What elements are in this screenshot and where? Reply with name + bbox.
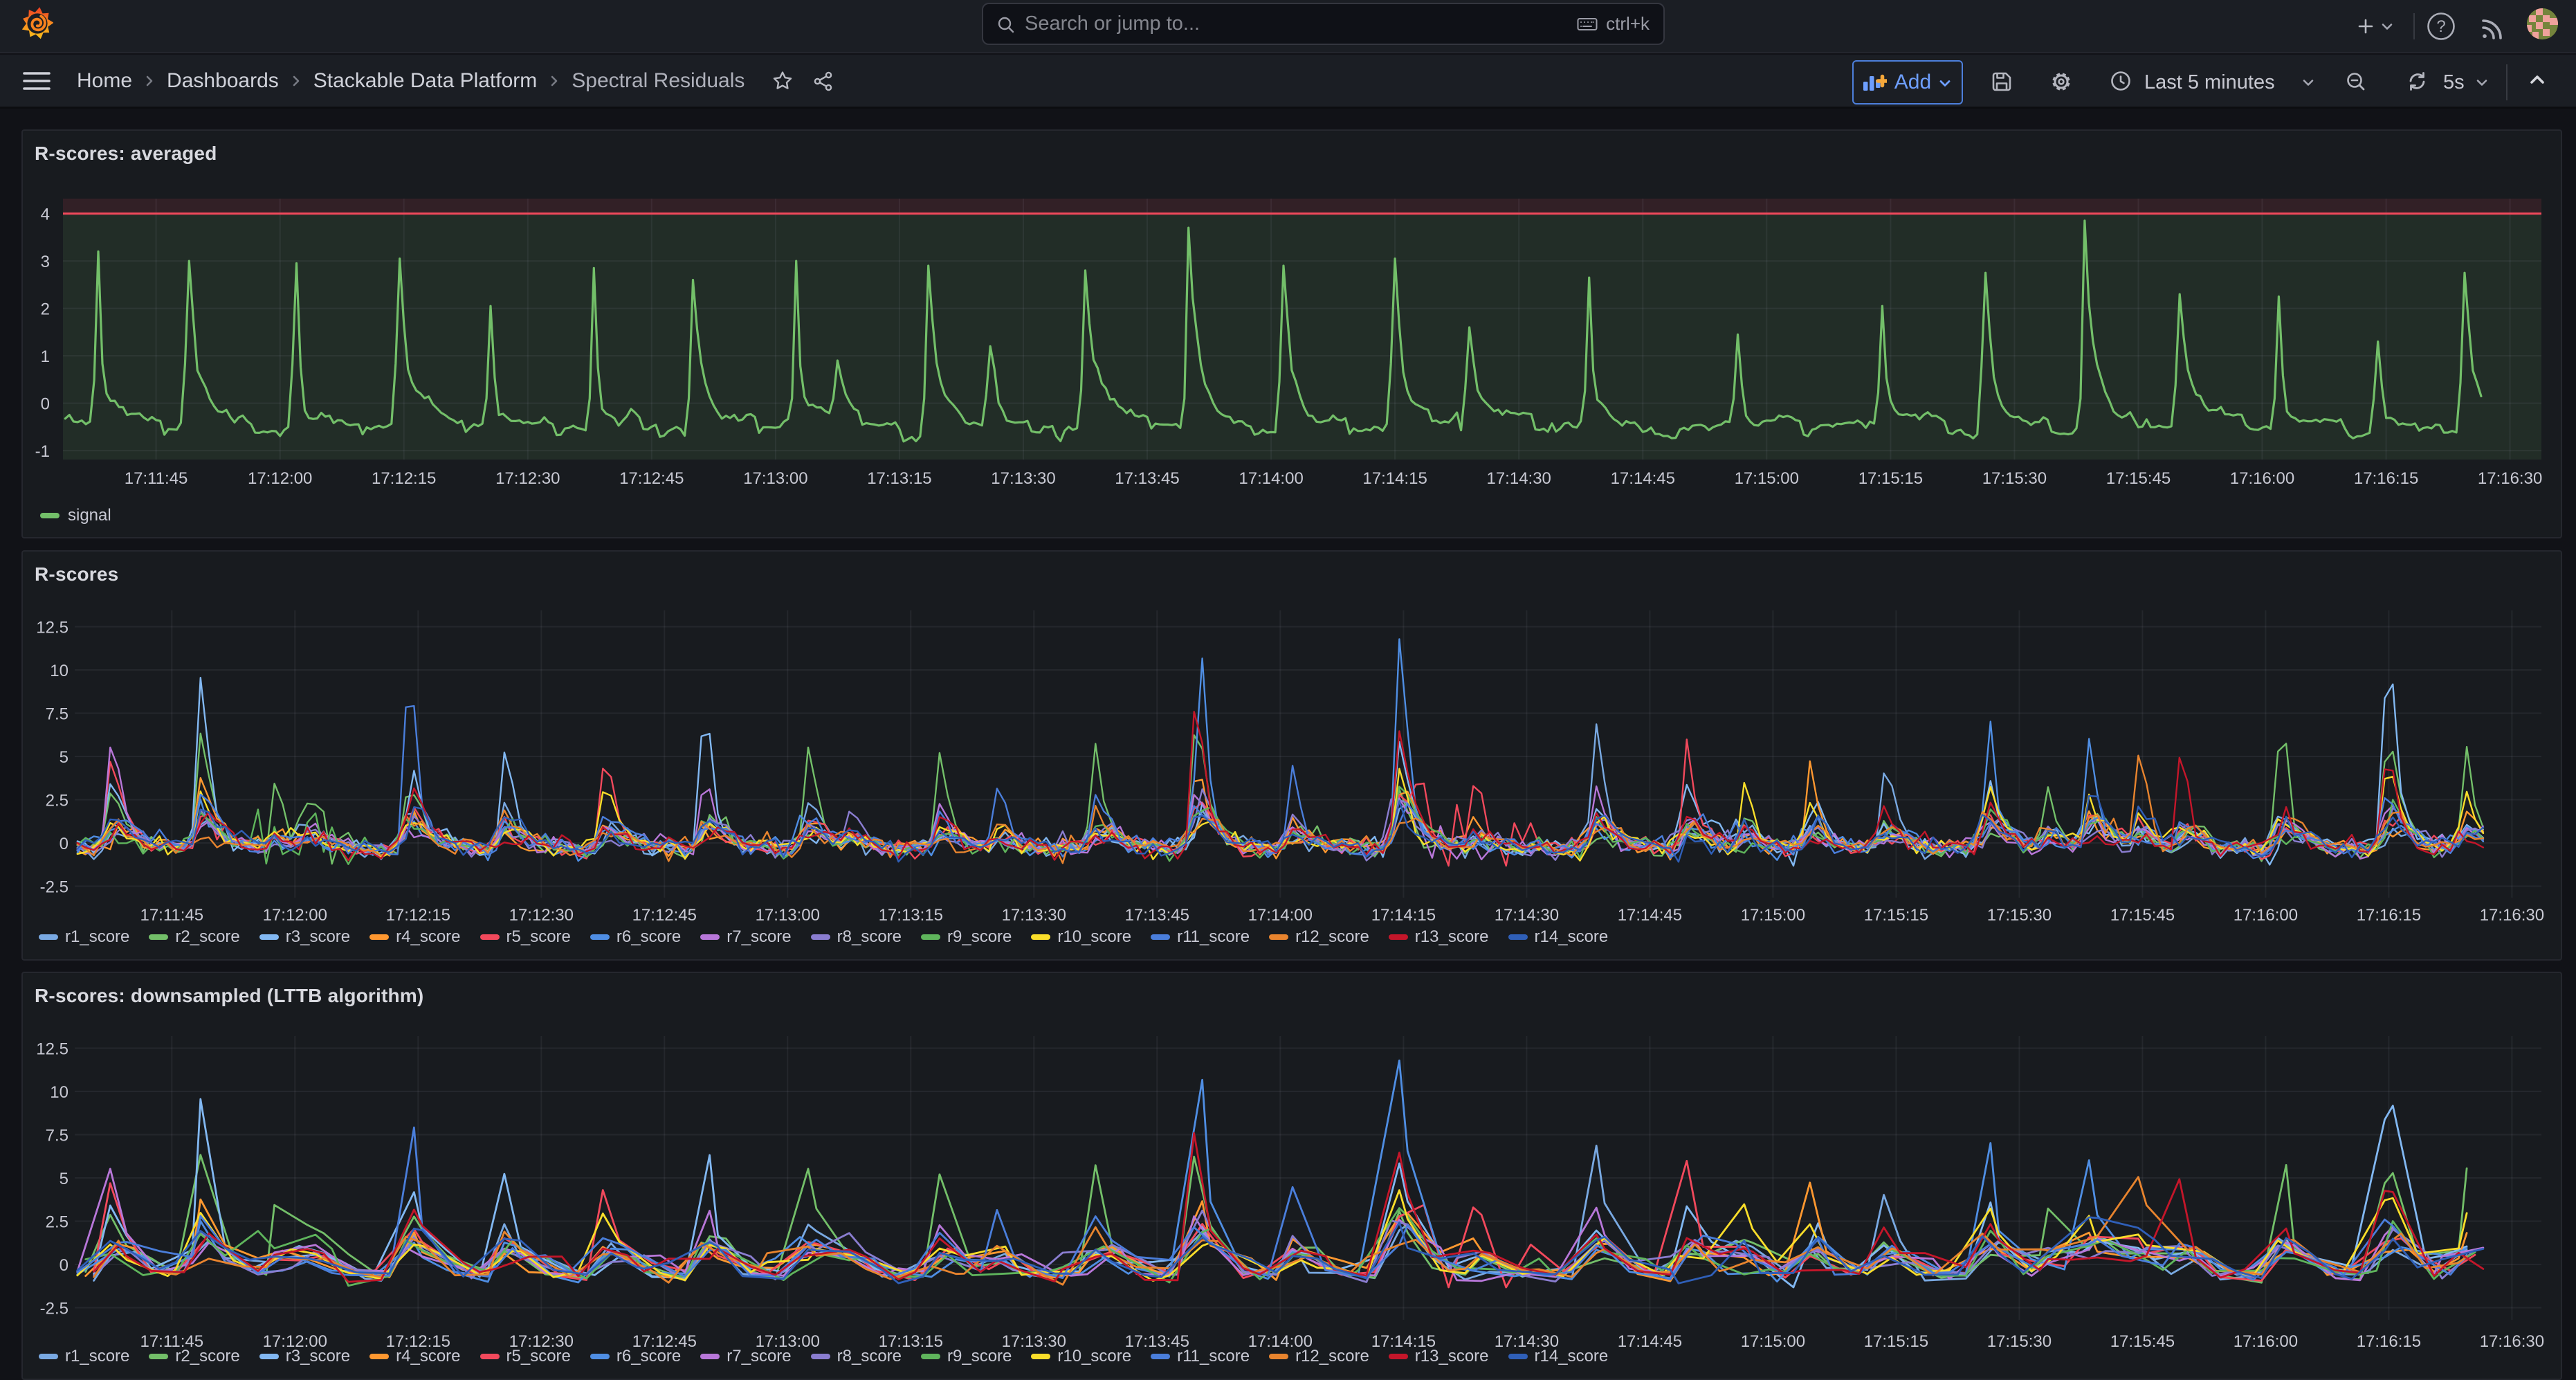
svg-text:17:15:15: 17:15:15 <box>1864 1332 1928 1351</box>
svg-text:17:16:15: 17:16:15 <box>2354 469 2418 488</box>
svg-text:17:13:45: 17:13:45 <box>1125 906 1189 925</box>
svg-text:17:12:00: 17:12:00 <box>248 469 312 488</box>
svg-text:17:13:15: 17:13:15 <box>879 906 943 925</box>
svg-text:17:13:30: 17:13:30 <box>1002 906 1066 925</box>
svg-text:17:13:45: 17:13:45 <box>1125 1332 1189 1351</box>
svg-text:2.5: 2.5 <box>46 792 68 810</box>
svg-text:17:15:15: 17:15:15 <box>1858 469 1923 488</box>
svg-text:1: 1 <box>41 347 50 366</box>
svg-text:0: 0 <box>60 1256 68 1275</box>
svg-text:17:16:15: 17:16:15 <box>2357 1332 2421 1351</box>
svg-text:5: 5 <box>60 1170 68 1188</box>
svg-text:17:11:45: 17:11:45 <box>125 469 188 488</box>
svg-text:17:16:30: 17:16:30 <box>2478 469 2542 488</box>
svg-text:17:16:00: 17:16:00 <box>2234 1332 2298 1351</box>
svg-text:17:15:00: 17:15:00 <box>1741 906 1805 925</box>
svg-text:17:14:45: 17:14:45 <box>1611 469 1675 488</box>
svg-text:17:12:30: 17:12:30 <box>495 469 560 488</box>
svg-text:17:14:00: 17:14:00 <box>1248 906 1313 925</box>
svg-text:17:13:00: 17:13:00 <box>756 906 820 925</box>
svg-text:17:13:30: 17:13:30 <box>991 469 1055 488</box>
svg-text:17:15:15: 17:15:15 <box>1864 906 1928 925</box>
svg-text:?: ? <box>2436 17 2445 36</box>
svg-text:17:16:00: 17:16:00 <box>2230 469 2294 488</box>
svg-text:17:15:30: 17:15:30 <box>1987 1332 2052 1351</box>
svg-text:12.5: 12.5 <box>36 619 68 637</box>
svg-text:3: 3 <box>41 253 50 271</box>
svg-text:17:12:45: 17:12:45 <box>619 469 684 488</box>
svg-text:17:15:30: 17:15:30 <box>1987 906 2052 925</box>
svg-text:17:11:45: 17:11:45 <box>140 906 203 925</box>
svg-text:0: 0 <box>60 835 68 853</box>
svg-text:-2.5: -2.5 <box>40 1300 68 1318</box>
svg-text:10: 10 <box>50 1083 68 1102</box>
svg-text:17:15:00: 17:15:00 <box>1741 1332 1805 1351</box>
svg-text:17:12:15: 17:12:15 <box>372 469 436 488</box>
svg-text:4: 4 <box>41 206 50 224</box>
svg-text:17:12:00: 17:12:00 <box>263 1332 327 1351</box>
svg-text:17:13:15: 17:13:15 <box>867 469 931 488</box>
svg-text:5: 5 <box>60 748 68 767</box>
svg-text:-1: -1 <box>35 442 50 461</box>
svg-text:17:15:45: 17:15:45 <box>2110 906 2175 925</box>
svg-text:17:15:45: 17:15:45 <box>2110 1332 2175 1351</box>
svg-text:17:13:45: 17:13:45 <box>1115 469 1179 488</box>
svg-text:17:14:45: 17:14:45 <box>1618 906 1682 925</box>
svg-text:2.5: 2.5 <box>46 1213 68 1232</box>
svg-text:17:12:30: 17:12:30 <box>509 906 574 925</box>
svg-text:17:12:15: 17:12:15 <box>386 906 450 925</box>
svg-text:17:12:00: 17:12:00 <box>263 906 327 925</box>
svg-text:17:14:15: 17:14:15 <box>1362 469 1427 488</box>
svg-text:17:14:15: 17:14:15 <box>1371 1332 1436 1351</box>
svg-text:17:12:45: 17:12:45 <box>632 906 697 925</box>
svg-text:17:13:30: 17:13:30 <box>1002 1332 1066 1351</box>
svg-text:17:16:00: 17:16:00 <box>2234 906 2298 925</box>
svg-text:17:14:30: 17:14:30 <box>1495 1332 1559 1351</box>
svg-text:17:14:30: 17:14:30 <box>1495 906 1559 925</box>
svg-text:17:16:15: 17:16:15 <box>2357 906 2421 925</box>
svg-text:17:16:30: 17:16:30 <box>2480 1332 2544 1351</box>
svg-text:7.5: 7.5 <box>46 705 68 724</box>
svg-text:-2.5: -2.5 <box>40 878 68 897</box>
svg-text:2: 2 <box>41 300 50 319</box>
svg-text:10: 10 <box>50 662 68 680</box>
svg-text:12.5: 12.5 <box>36 1040 68 1059</box>
svg-text:17:15:45: 17:15:45 <box>2106 469 2171 488</box>
svg-text:17:14:00: 17:14:00 <box>1248 1332 1313 1351</box>
svg-text:17:15:30: 17:15:30 <box>1982 469 2047 488</box>
svg-text:17:13:15: 17:13:15 <box>879 1332 943 1351</box>
svg-text:17:14:00: 17:14:00 <box>1239 469 1303 488</box>
svg-text:7.5: 7.5 <box>46 1127 68 1145</box>
svg-text:17:16:30: 17:16:30 <box>2480 906 2544 925</box>
svg-text:17:14:15: 17:14:15 <box>1371 906 1436 925</box>
svg-text:17:13:00: 17:13:00 <box>743 469 807 488</box>
svg-text:17:12:30: 17:12:30 <box>509 1332 574 1351</box>
svg-text:17:12:45: 17:12:45 <box>632 1332 697 1351</box>
svg-text:17:14:45: 17:14:45 <box>1618 1332 1682 1351</box>
svg-text:0: 0 <box>41 395 50 414</box>
svg-text:17:14:30: 17:14:30 <box>1486 469 1551 488</box>
svg-text:17:11:45: 17:11:45 <box>140 1332 203 1351</box>
svg-text:17:12:15: 17:12:15 <box>386 1332 450 1351</box>
svg-text:17:13:00: 17:13:00 <box>756 1332 820 1351</box>
svg-text:17:15:00: 17:15:00 <box>1735 469 1799 488</box>
